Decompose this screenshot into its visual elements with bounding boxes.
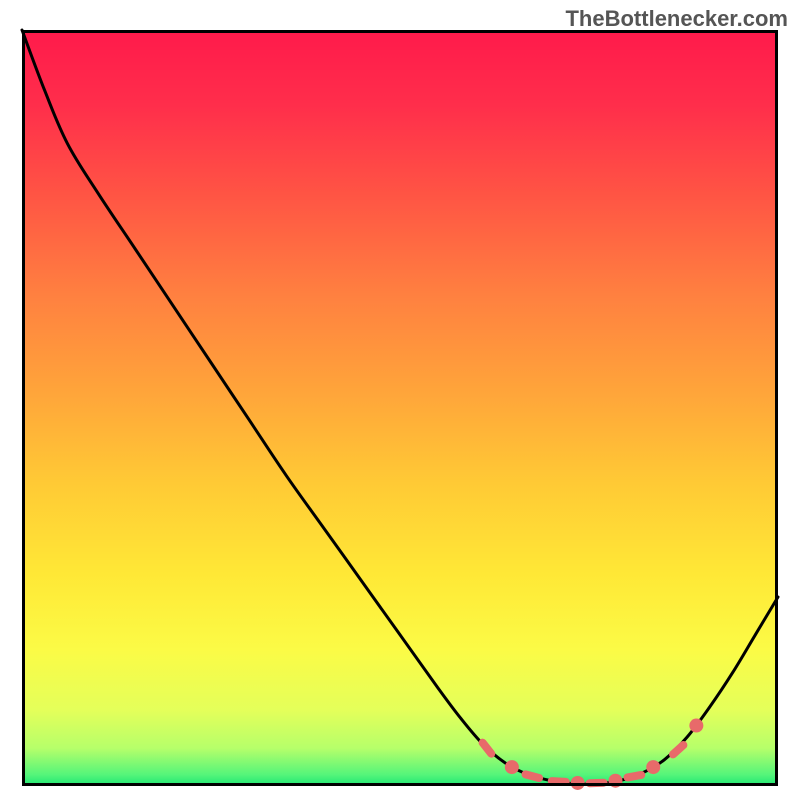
marker-dash	[667, 739, 689, 760]
marker-dot	[571, 776, 585, 790]
marker-dot	[608, 774, 622, 788]
plot-area	[22, 30, 778, 786]
marker-dot	[689, 719, 703, 733]
attribution-text: TheBottlenecker.com	[565, 6, 788, 32]
marker-dash	[548, 777, 570, 786]
marker-dot	[646, 760, 660, 774]
bottleneck-curve-svg	[22, 30, 778, 786]
marker-dash	[521, 769, 544, 782]
marker-dash	[585, 779, 607, 788]
marker-dash	[623, 770, 646, 782]
bottleneck-curve	[22, 30, 778, 784]
marker-dash	[477, 737, 497, 759]
marker-dot	[505, 760, 519, 774]
